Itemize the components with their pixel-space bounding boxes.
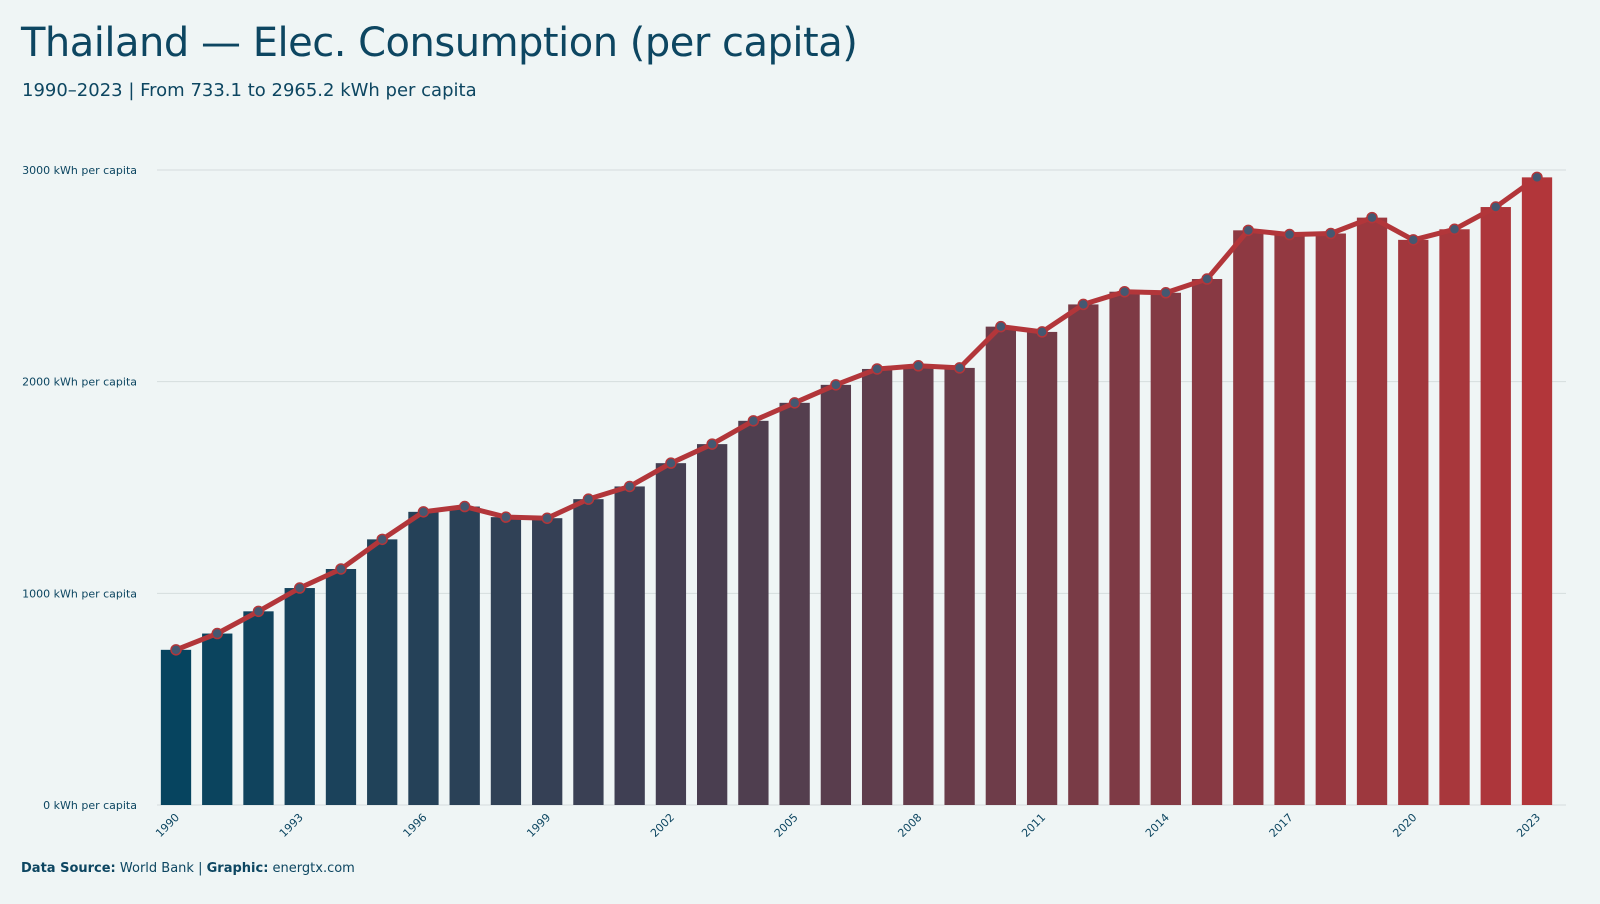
- source-value: World Bank: [119, 861, 194, 876]
- bar: [820, 384, 852, 805]
- x-tick-label: 2023: [1514, 811, 1543, 840]
- data-point: [788, 397, 801, 409]
- data-point: [1448, 223, 1461, 236]
- bar: [160, 649, 192, 805]
- bar: [367, 539, 398, 805]
- data-point: [623, 480, 636, 493]
- bar: [449, 506, 480, 805]
- x-tick-label: 2014: [1143, 811, 1172, 840]
- bar: [1068, 304, 1099, 805]
- bars: [160, 177, 1553, 806]
- data-point: [912, 360, 925, 372]
- data-point: [995, 320, 1007, 333]
- data-point: [747, 415, 760, 427]
- source-label: Data Source:: [21, 861, 116, 876]
- bar: [1439, 229, 1470, 805]
- bar: [738, 420, 769, 805]
- y-tick-label: 3000 kWh per capita: [22, 164, 137, 177]
- data-point: [665, 457, 677, 469]
- y-tick-label: 0 kWh per capita: [43, 799, 137, 812]
- bar: [1233, 230, 1264, 805]
- data-point: [830, 379, 842, 391]
- data-point: [1531, 171, 1543, 184]
- data-point: [1201, 273, 1213, 285]
- data-point: [170, 644, 182, 656]
- data-point: [706, 438, 718, 450]
- bar: [655, 463, 687, 805]
- data-point: [1118, 285, 1131, 298]
- bar: [1150, 292, 1181, 805]
- data-point: [953, 362, 966, 374]
- x-axis-labels: 1990 1993 1996 1999 2002 2005 2008 2011 2014 2017…: [153, 811, 1543, 840]
- data-point: [1366, 211, 1378, 224]
- bar: [1398, 239, 1429, 806]
- bar: [1480, 207, 1511, 805]
- data-point: [1036, 326, 1048, 338]
- data-point: [458, 500, 471, 513]
- chart-title: Thailand — Elec. Consumption (per capita…: [21, 20, 858, 66]
- bar: [1191, 279, 1223, 806]
- data-point: [1077, 298, 1090, 311]
- data-point: [1283, 228, 1296, 241]
- bar: [944, 367, 975, 805]
- y-axis-labels: 0 kWh per capita 1000 kWh per capita 2000 …: [22, 164, 137, 812]
- x-tick-label: 1999: [524, 811, 553, 840]
- bar: [490, 517, 522, 805]
- bar: [1315, 233, 1346, 805]
- bar: [284, 588, 315, 805]
- data-point: [1490, 201, 1502, 213]
- data-point: [541, 512, 553, 524]
- graphic-value: energtx.com: [272, 861, 355, 876]
- bar: [1109, 291, 1140, 805]
- bar: [408, 511, 439, 805]
- data-point: [582, 493, 595, 505]
- bar: [779, 402, 810, 805]
- bar: [985, 326, 1016, 805]
- data-point: [871, 363, 883, 375]
- y-tick-label: 2000 kWh per capita: [22, 376, 137, 389]
- data-point: [1160, 287, 1172, 299]
- bar: [1356, 217, 1388, 805]
- data-point: [252, 605, 265, 618]
- trend-line: [173, 174, 1540, 653]
- bar: [1274, 234, 1305, 805]
- chart-footer: Data Source: World Bank | Graphic: energ…: [21, 861, 355, 876]
- line-markers: [170, 171, 1543, 656]
- data-point: [335, 563, 347, 575]
- bar: [243, 611, 274, 805]
- data-point: [211, 627, 223, 640]
- bar: [861, 368, 893, 805]
- x-tick-label: 2008: [895, 811, 924, 840]
- data-point: [1242, 224, 1255, 237]
- graphic-label: Graphic:: [206, 861, 269, 876]
- y-tick-label: 1000 kWh per capita: [22, 587, 137, 600]
- x-tick-label: 1996: [401, 811, 430, 840]
- bar: [614, 486, 645, 805]
- x-tick-label: 2005: [772, 811, 801, 840]
- data-point: [417, 506, 430, 518]
- chart-subtitle: 1990–2023 | From 733.1 to 2965.2 kWh per…: [22, 80, 477, 101]
- data-point: [293, 582, 306, 594]
- x-tick-label: 1990: [153, 811, 182, 840]
- bar: [697, 444, 728, 805]
- bar: [325, 568, 357, 805]
- x-tick-label: 2011: [1019, 811, 1048, 840]
- bar: [532, 518, 563, 805]
- bar: [202, 633, 233, 805]
- x-tick-label: 2002: [648, 811, 677, 840]
- bar: [903, 365, 934, 805]
- x-tick-label: 2017: [1267, 811, 1296, 840]
- data-point: [1407, 234, 1420, 246]
- data-point: [376, 533, 388, 546]
- footer-separator: |: [198, 861, 203, 876]
- bar: [573, 499, 604, 805]
- bar: [1026, 331, 1058, 805]
- data-point: [1325, 227, 1337, 240]
- data-point: [500, 511, 512, 523]
- bar: [1521, 177, 1553, 806]
- x-tick-label: 2020: [1390, 811, 1419, 840]
- x-tick-label: 1993: [277, 811, 306, 840]
